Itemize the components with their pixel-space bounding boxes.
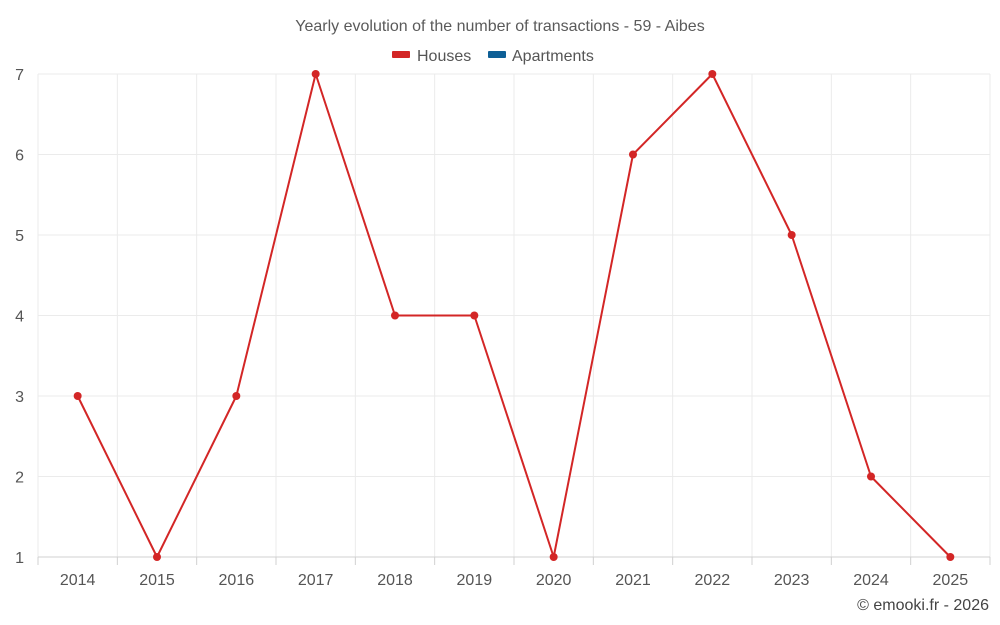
legend-swatch-apartments [488,51,506,58]
data-point[interactable] [867,472,875,481]
data-point[interactable] [629,150,637,159]
x-tick-label: 2018 [377,572,413,589]
data-point[interactable] [549,553,558,561]
legend-label-apartments: Apartments [512,48,594,65]
data-point[interactable] [470,311,479,320]
data-point[interactable] [391,311,399,320]
x-tick-label: 2019 [457,572,493,589]
y-tick-label: 6 [15,148,24,165]
legend-swatch-houses [392,51,410,58]
data-point[interactable] [73,392,82,400]
x-tick-label: 2014 [60,572,96,589]
series-line-houses [76,73,952,558]
data-point[interactable] [153,553,161,561]
x-tick-label: 2024 [853,572,889,589]
x-tick-label: 2021 [615,572,651,589]
data-point[interactable] [311,70,320,78]
gridlines [37,73,991,557]
legend: Houses Apartments [392,48,594,65]
y-tick-label: 4 [15,309,24,326]
x-axis: 2014 2015 2016 2017 2018 2019 2020 2021 2022 2023… [37,556,991,589]
y-tick-label: 2 [15,470,24,487]
y-tick-label: 5 [15,228,24,245]
x-tick-label: 2015 [139,572,175,589]
x-tick-label: 2016 [219,572,255,589]
legend-label-houses: Houses [417,48,471,65]
y-tick-label: 1 [15,550,24,567]
x-tick-label: 2017 [298,572,334,589]
y-axis: 1 2 3 4 5 6 7 [15,67,24,567]
y-tick-label: 3 [15,389,24,406]
data-point[interactable] [708,70,717,78]
legend-item-apartments[interactable]: Apartments [488,48,594,65]
x-tick-label: 2025 [933,572,969,589]
x-tick-label: 2022 [695,572,731,589]
data-point[interactable] [232,392,241,400]
x-tick-label: 2023 [774,572,810,589]
credit-text: © emooki.fr - 2026 [857,597,989,614]
data-point[interactable] [946,553,955,561]
data-point[interactable] [787,231,796,239]
legend-item-houses[interactable]: Houses [392,48,471,65]
y-tick-label: 7 [15,67,24,84]
series-houses [73,70,955,561]
chart-title: Yearly evolution of the number of transa… [295,18,704,35]
x-tick-label: 2020 [536,572,572,589]
